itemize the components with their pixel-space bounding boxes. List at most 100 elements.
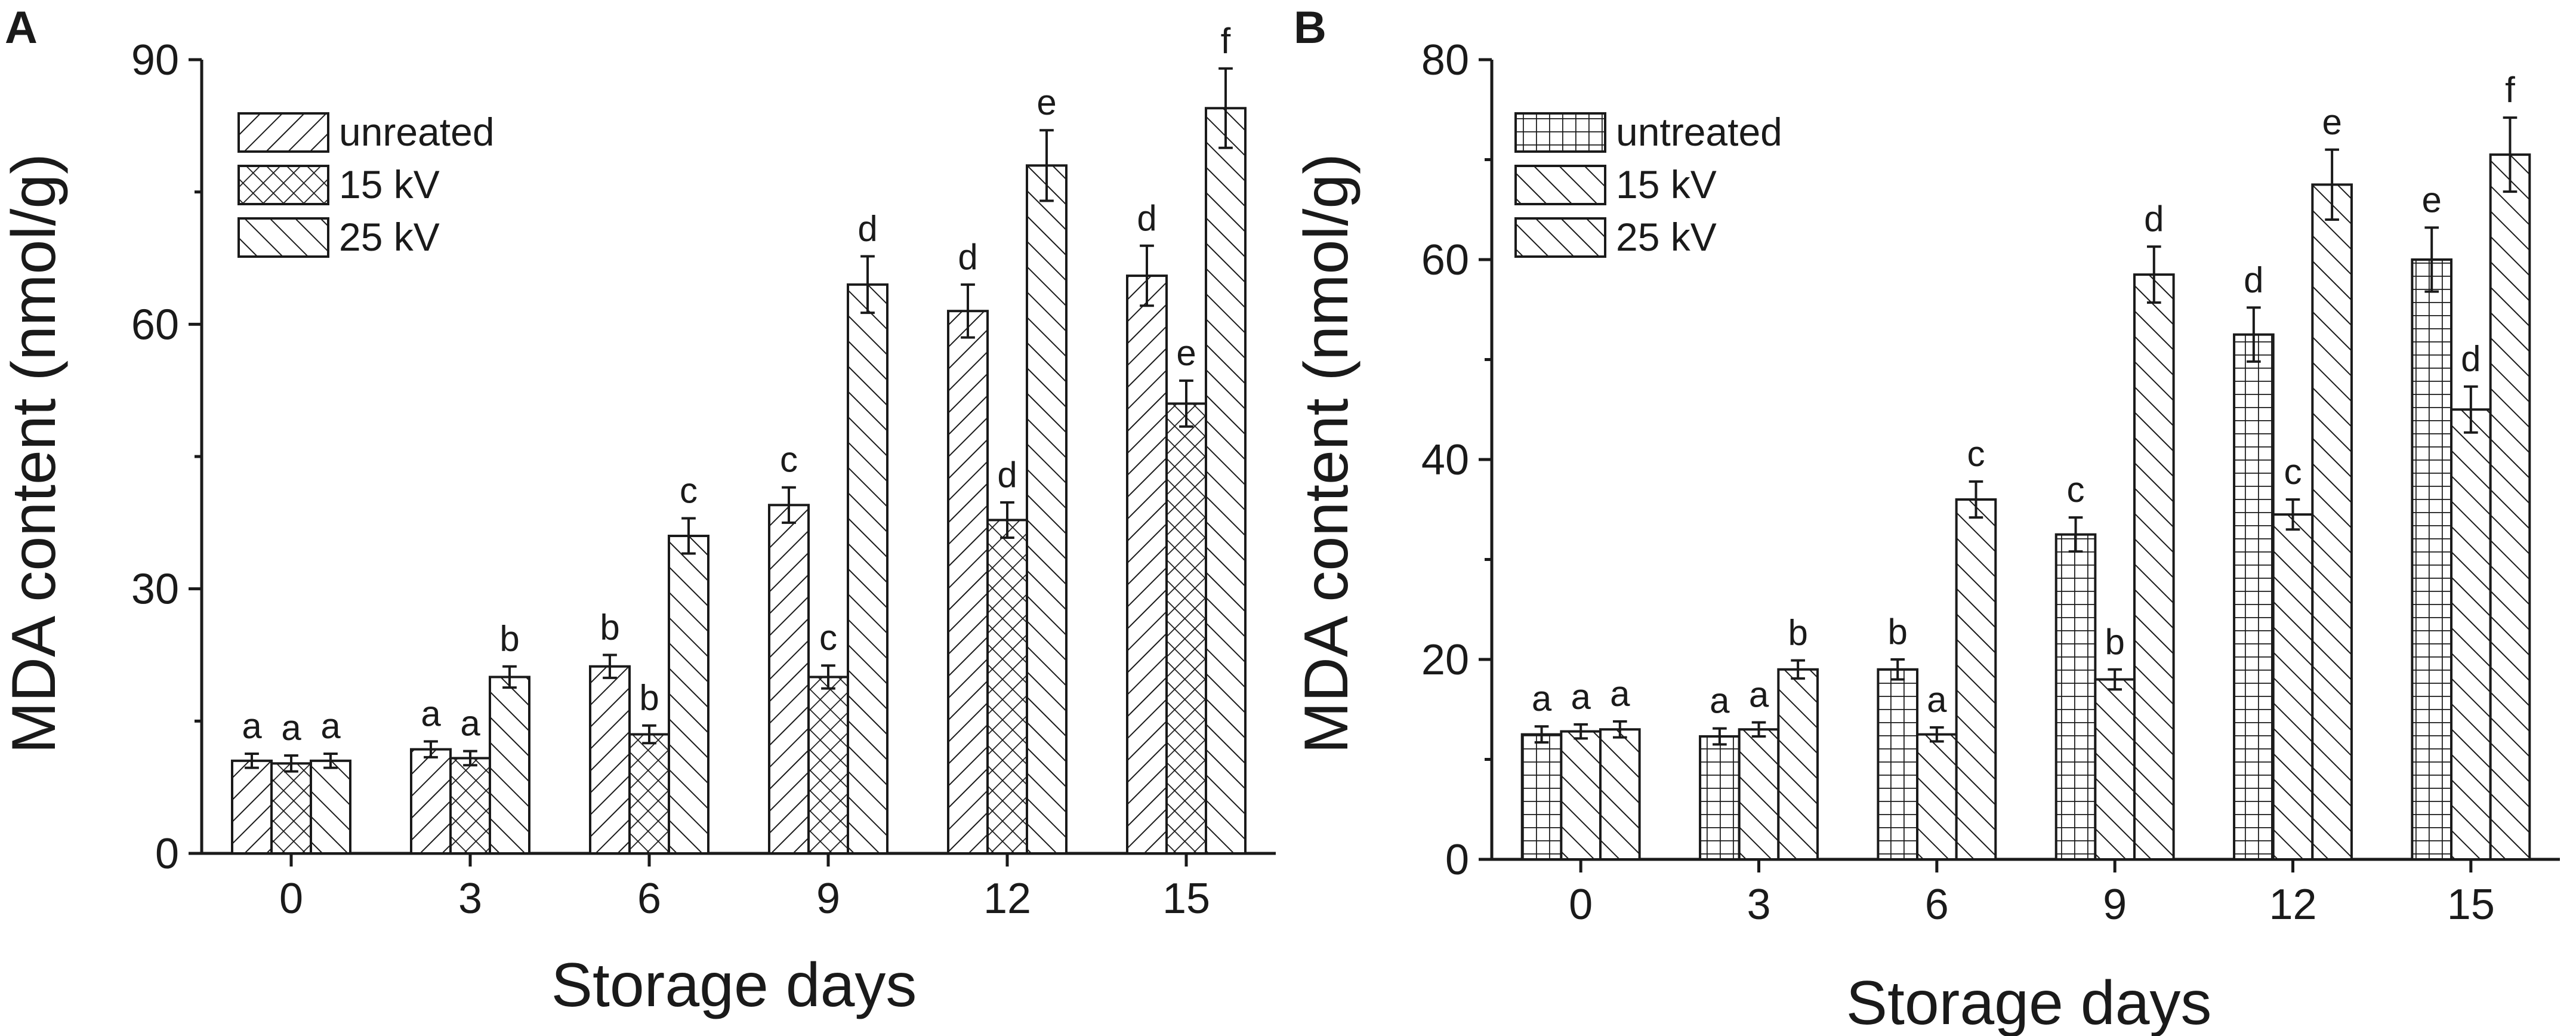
- y-axis-title-group: MDA content (nmol/g): [1292, 153, 1361, 754]
- bar: [1560, 730, 1602, 861]
- x-axis-title: Storage days: [551, 951, 917, 1020]
- legend-swatch: [237, 217, 329, 258]
- significance-letter: c: [819, 618, 837, 658]
- significance-letter: e: [2322, 102, 2341, 142]
- y-tick-label: 80: [1421, 36, 1469, 84]
- bar: [2233, 333, 2275, 861]
- legend-swatch: [237, 112, 329, 153]
- x-tick-label: 15: [2447, 881, 2495, 929]
- bar: [1165, 402, 1207, 855]
- significance-letter: a: [1927, 680, 1947, 720]
- bar: [489, 676, 530, 855]
- bar: [1520, 733, 1563, 861]
- bar: [2489, 153, 2531, 861]
- legend-label: 25 kV: [339, 215, 440, 259]
- significance-letter: c: [2067, 470, 2085, 510]
- legend-swatch: [1514, 165, 1606, 205]
- bar: [589, 665, 631, 855]
- bar: [270, 762, 312, 855]
- bar: [768, 504, 810, 855]
- legend-swatch: [237, 165, 329, 205]
- bar: [2272, 513, 2314, 861]
- significance-letter: a: [242, 706, 262, 746]
- y-tick-label: 40: [1421, 436, 1469, 484]
- x-tick-label: 0: [279, 875, 303, 923]
- panel-label: A: [5, 2, 38, 53]
- significance-letter: d: [958, 237, 977, 277]
- legend-label: 15 kV: [339, 162, 440, 206]
- bar: [231, 759, 273, 855]
- x-tick-label: 0: [1569, 881, 1593, 929]
- significance-letter: d: [2144, 199, 2164, 239]
- panel-label: B: [1294, 2, 1326, 53]
- significance-letter: c: [1967, 434, 1985, 474]
- significance-letter: d: [997, 455, 1017, 495]
- significance-letter: a: [460, 704, 480, 744]
- significance-letter: e: [2422, 180, 2442, 220]
- legend-label: unreated: [339, 110, 495, 154]
- bar: [668, 535, 709, 855]
- y-tick-label: 0: [155, 830, 179, 878]
- legend-label: 15 kV: [1616, 162, 1717, 206]
- significance-letter: a: [1610, 674, 1630, 714]
- x-tick-label: 6: [1925, 881, 1949, 929]
- significance-letter: c: [780, 440, 798, 480]
- significance-letter: c: [2284, 452, 2302, 492]
- significance-letter: a: [1749, 675, 1769, 715]
- bar: [1026, 164, 1068, 855]
- bar: [2450, 408, 2492, 861]
- bar: [1205, 107, 1247, 855]
- significance-letter: b: [639, 678, 659, 718]
- significance-letter: a: [281, 708, 301, 748]
- y-tick-label: 0: [1445, 836, 1469, 884]
- x-tick-label: 9: [816, 875, 840, 923]
- bar: [1955, 498, 1997, 861]
- legend-label: untreated: [1616, 110, 1782, 154]
- legend-label: 25 kV: [1616, 215, 1717, 259]
- bar: [1699, 735, 1741, 861]
- x-axis-title: Storage days: [1846, 969, 2212, 1036]
- y-axis-title: MDA content (nmol/g): [0, 153, 69, 754]
- bar: [410, 748, 452, 855]
- bar: [449, 757, 491, 855]
- bar: [2054, 533, 2097, 861]
- x-tick-label: 3: [458, 875, 482, 923]
- significance-letter: d: [1137, 198, 1156, 238]
- y-axis-title-group: MDA content (nmol/g): [0, 153, 69, 754]
- significance-letter: b: [1788, 613, 1807, 653]
- bar: [310, 759, 351, 855]
- legend-swatch: [1514, 112, 1606, 153]
- significance-letter: b: [499, 619, 519, 659]
- significance-letter: a: [320, 706, 341, 746]
- x-tick-label: 12: [2269, 881, 2316, 929]
- bar: [1777, 668, 1819, 861]
- bar: [1916, 733, 1958, 861]
- bar: [1877, 668, 1919, 861]
- significance-letter: e: [1036, 82, 1056, 122]
- significance-letter: d: [2244, 260, 2263, 300]
- significance-letter: a: [1710, 681, 1730, 721]
- bar: [2311, 183, 2353, 861]
- bar: [947, 310, 989, 855]
- significance-letter: b: [600, 608, 619, 648]
- significance-letter: c: [680, 470, 698, 510]
- significance-letter: d: [2461, 339, 2481, 379]
- x-tick-label: 9: [2103, 881, 2127, 929]
- significance-letter: a: [1571, 677, 1591, 717]
- significance-letter: b: [2105, 622, 2124, 662]
- bar: [986, 519, 1028, 855]
- x-tick-label: 3: [1747, 881, 1770, 929]
- significance-letter: e: [1176, 333, 1196, 373]
- significance-letter: f: [2505, 70, 2515, 110]
- bar: [1738, 728, 1780, 861]
- y-tick-label: 60: [131, 301, 179, 349]
- legend-swatch: [1514, 217, 1606, 258]
- x-tick-label: 15: [1162, 875, 1210, 923]
- bar: [2411, 258, 2453, 861]
- y-axis-title: MDA content (nmol/g): [1292, 153, 1361, 754]
- x-tick-label: 12: [983, 875, 1031, 923]
- bar: [2094, 678, 2136, 861]
- x-tick-label: 6: [637, 875, 661, 923]
